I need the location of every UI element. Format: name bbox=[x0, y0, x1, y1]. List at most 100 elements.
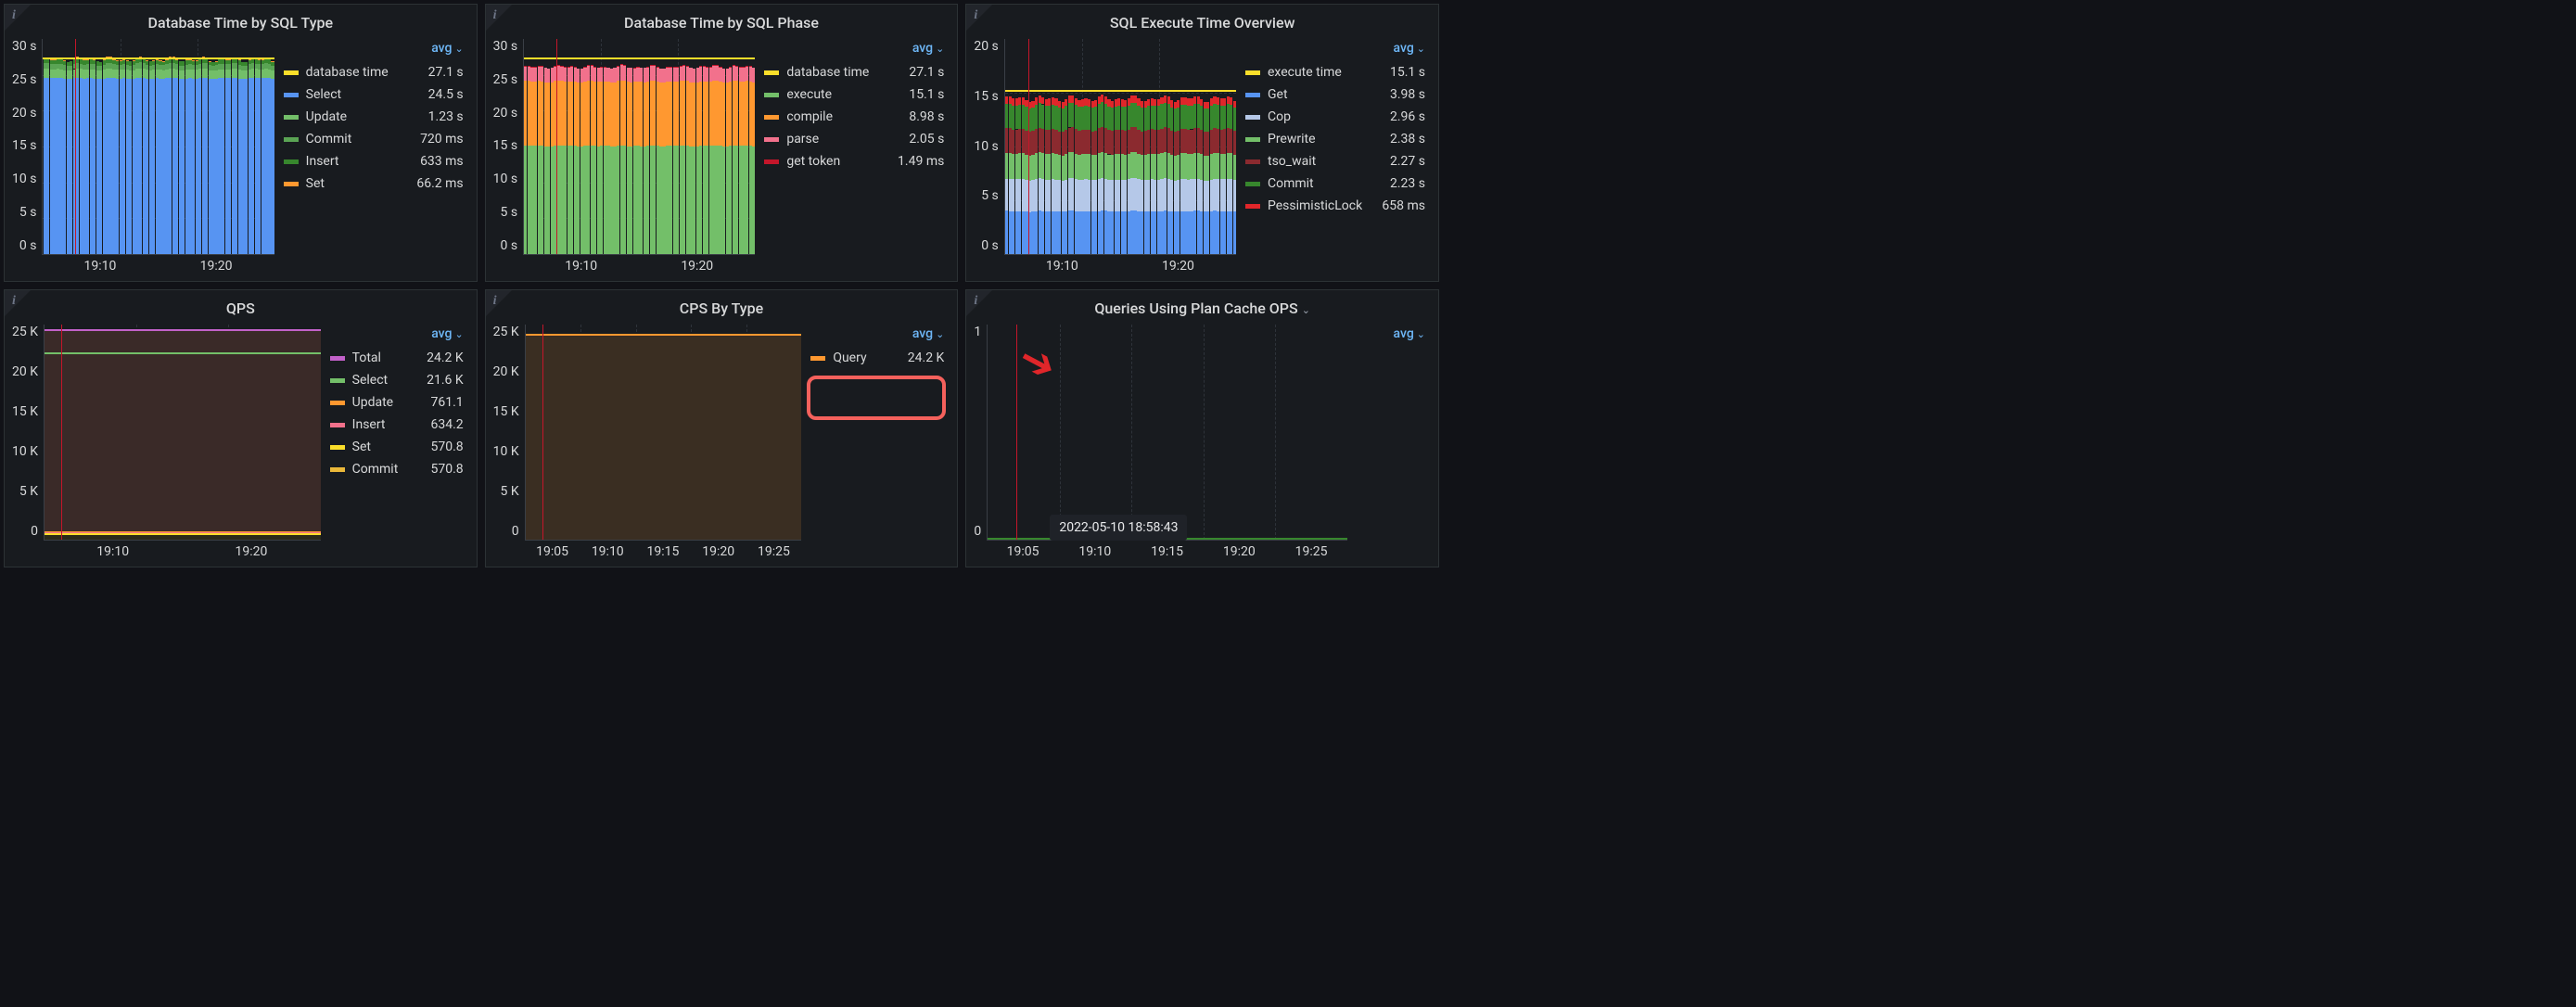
panel-title[interactable]: QPS bbox=[12, 298, 469, 325]
axis-tick: 19:10 bbox=[96, 544, 129, 559]
axis-tick: 0 s bbox=[501, 238, 518, 253]
axis-tick: 5 s bbox=[19, 205, 37, 220]
chart[interactable]: 25 K20 K15 K10 K5 K0 19:0519:1019:1519:2… bbox=[493, 325, 802, 559]
panel-title[interactable]: Database Time by SQL Type bbox=[12, 12, 469, 39]
panel-title[interactable]: CPS By Type bbox=[493, 298, 950, 325]
legend: avg⌄ database time27.1 sSelect24.5 sUpda… bbox=[284, 39, 469, 274]
legend-item[interactable]: execute time15.1 s bbox=[1245, 61, 1431, 83]
plot-area[interactable] bbox=[42, 39, 274, 255]
legend-agg-selector[interactable]: avg⌄ bbox=[1357, 325, 1431, 347]
axis-tick: 15 s bbox=[493, 138, 517, 153]
legend-label: Insert bbox=[352, 417, 431, 432]
legend-value: 2.05 s bbox=[909, 132, 944, 147]
info-icon[interactable]: i bbox=[493, 8, 497, 23]
plot-area[interactable] bbox=[525, 325, 802, 541]
legend-label: Query bbox=[833, 351, 907, 365]
legend-swatch bbox=[1245, 115, 1260, 120]
legend-value: 24.5 s bbox=[428, 87, 464, 102]
panel-title[interactable]: SQL Execute Time Overview bbox=[974, 12, 1431, 39]
legend-label: Select bbox=[306, 87, 428, 102]
axis-tick: 15 K bbox=[493, 404, 519, 419]
legend-swatch bbox=[1245, 93, 1260, 97]
legend-item[interactable]: Total24.2 K bbox=[330, 347, 469, 369]
info-icon[interactable]: i bbox=[12, 8, 16, 23]
legend-label: get token bbox=[786, 154, 898, 169]
chart[interactable]: 25 K20 K15 K10 K5 K0 19:1019:20 bbox=[12, 325, 321, 559]
legend-swatch bbox=[330, 467, 345, 472]
panel-title[interactable]: Queries Using Plan Cache OPS⌄ bbox=[974, 298, 1431, 325]
legend-item[interactable]: Commit720 ms bbox=[284, 128, 469, 150]
legend-value: 21.6 K bbox=[427, 373, 464, 388]
legend-item[interactable]: database time27.1 s bbox=[284, 61, 469, 83]
legend-item[interactable]: Update1.23 s bbox=[284, 106, 469, 128]
plot-area[interactable] bbox=[987, 325, 1347, 541]
legend-value: 570.8 bbox=[430, 440, 463, 454]
legend-item[interactable]: Update761.1 bbox=[330, 391, 469, 414]
legend-value: 633 ms bbox=[420, 154, 464, 169]
legend-item[interactable]: Select24.5 s bbox=[284, 83, 469, 106]
legend-item[interactable]: database time27.1 s bbox=[764, 61, 950, 83]
legend-item[interactable]: Commit2.23 s bbox=[1245, 172, 1431, 195]
axis-tick: 19:25 bbox=[1295, 544, 1328, 559]
legend-item[interactable]: Insert634.2 bbox=[330, 414, 469, 436]
legend-item[interactable]: parse2.05 s bbox=[764, 128, 950, 150]
legend-label: Select bbox=[352, 373, 427, 388]
legend-swatch bbox=[764, 93, 779, 97]
legend-item[interactable]: tso_wait2.27 s bbox=[1245, 150, 1431, 172]
info-icon[interactable]: i bbox=[493, 294, 497, 309]
axis-tick: 19:20 bbox=[702, 544, 734, 559]
legend-item[interactable]: execute15.1 s bbox=[764, 83, 950, 106]
legend-agg-selector[interactable]: avg⌄ bbox=[1245, 39, 1431, 61]
legend-item[interactable]: compile8.98 s bbox=[764, 106, 950, 128]
legend-swatch bbox=[330, 423, 345, 427]
legend-item[interactable]: Insert633 ms bbox=[284, 150, 469, 172]
legend-item[interactable]: Set570.8 bbox=[330, 436, 469, 458]
axis-tick: 5 s bbox=[501, 205, 518, 220]
plot-area[interactable] bbox=[523, 39, 755, 255]
legend-value: 24.2 K bbox=[427, 351, 464, 365]
info-icon[interactable]: i bbox=[974, 8, 977, 23]
legend-swatch bbox=[1245, 159, 1260, 164]
plot-area[interactable] bbox=[1004, 39, 1236, 255]
legend-value: 3.98 s bbox=[1390, 87, 1425, 102]
chart[interactable]: 30 s25 s20 s15 s10 s5 s0 s 19:1019:20 bbox=[493, 39, 756, 274]
legend-item[interactable]: Select21.6 K bbox=[330, 369, 469, 391]
axis-tick: 19:05 bbox=[1007, 544, 1039, 559]
legend-agg-selector[interactable]: avg⌄ bbox=[810, 325, 950, 347]
plot-area[interactable] bbox=[44, 325, 321, 541]
axis-tick: 20 K bbox=[12, 364, 38, 379]
legend-item[interactable]: Query24.2 K bbox=[810, 347, 950, 369]
legend-label: execute bbox=[786, 87, 909, 102]
axis-tick: 19:05 bbox=[536, 544, 568, 559]
chart[interactable]: 20 s15 s10 s5 s0 s 19:1019:20 bbox=[974, 39, 1236, 274]
legend-item[interactable]: Set66.2 ms bbox=[284, 172, 469, 195]
legend-value: 66.2 ms bbox=[416, 176, 463, 191]
legend-agg-selector[interactable]: avg⌄ bbox=[284, 39, 469, 61]
legend-item[interactable]: Prewrite2.38 s bbox=[1245, 128, 1431, 150]
legend-item[interactable]: Commit570.8 bbox=[330, 458, 469, 480]
info-icon[interactable]: i bbox=[974, 294, 977, 309]
legend-label: Commit bbox=[1268, 176, 1390, 191]
legend-item[interactable]: PessimisticLock658 ms bbox=[1245, 195, 1431, 217]
legend-swatch bbox=[764, 137, 779, 142]
axis-tick: 5 s bbox=[981, 188, 999, 203]
legend-label: PessimisticLock bbox=[1268, 198, 1382, 213]
y-axis: 30 s25 s20 s15 s10 s5 s0 s bbox=[493, 39, 523, 274]
legend-agg-selector[interactable]: avg⌄ bbox=[330, 325, 469, 347]
axis-tick: 30 s bbox=[12, 39, 36, 54]
axis-tick: 19:20 bbox=[1223, 544, 1256, 559]
axis-tick: 19:20 bbox=[681, 259, 713, 274]
legend-swatch bbox=[284, 115, 299, 120]
x-axis: 19:0519:1019:1519:2019:25 bbox=[525, 541, 802, 559]
info-icon[interactable]: i bbox=[12, 294, 16, 309]
panel-title[interactable]: Database Time by SQL Phase bbox=[493, 12, 950, 39]
legend-item[interactable]: Cop2.96 s bbox=[1245, 106, 1431, 128]
legend-item[interactable]: get token1.49 ms bbox=[764, 150, 950, 172]
axis-tick: 10 s bbox=[12, 172, 36, 186]
legend-item[interactable]: Get3.98 s bbox=[1245, 83, 1431, 106]
legend-label: Insert bbox=[306, 154, 420, 169]
chart[interactable]: 30 s25 s20 s15 s10 s5 s0 s 19:1019:20 bbox=[12, 39, 274, 274]
legend-label: Set bbox=[352, 440, 431, 454]
legend-value: 2.38 s bbox=[1390, 132, 1425, 147]
legend-agg-selector[interactable]: avg⌄ bbox=[764, 39, 950, 61]
